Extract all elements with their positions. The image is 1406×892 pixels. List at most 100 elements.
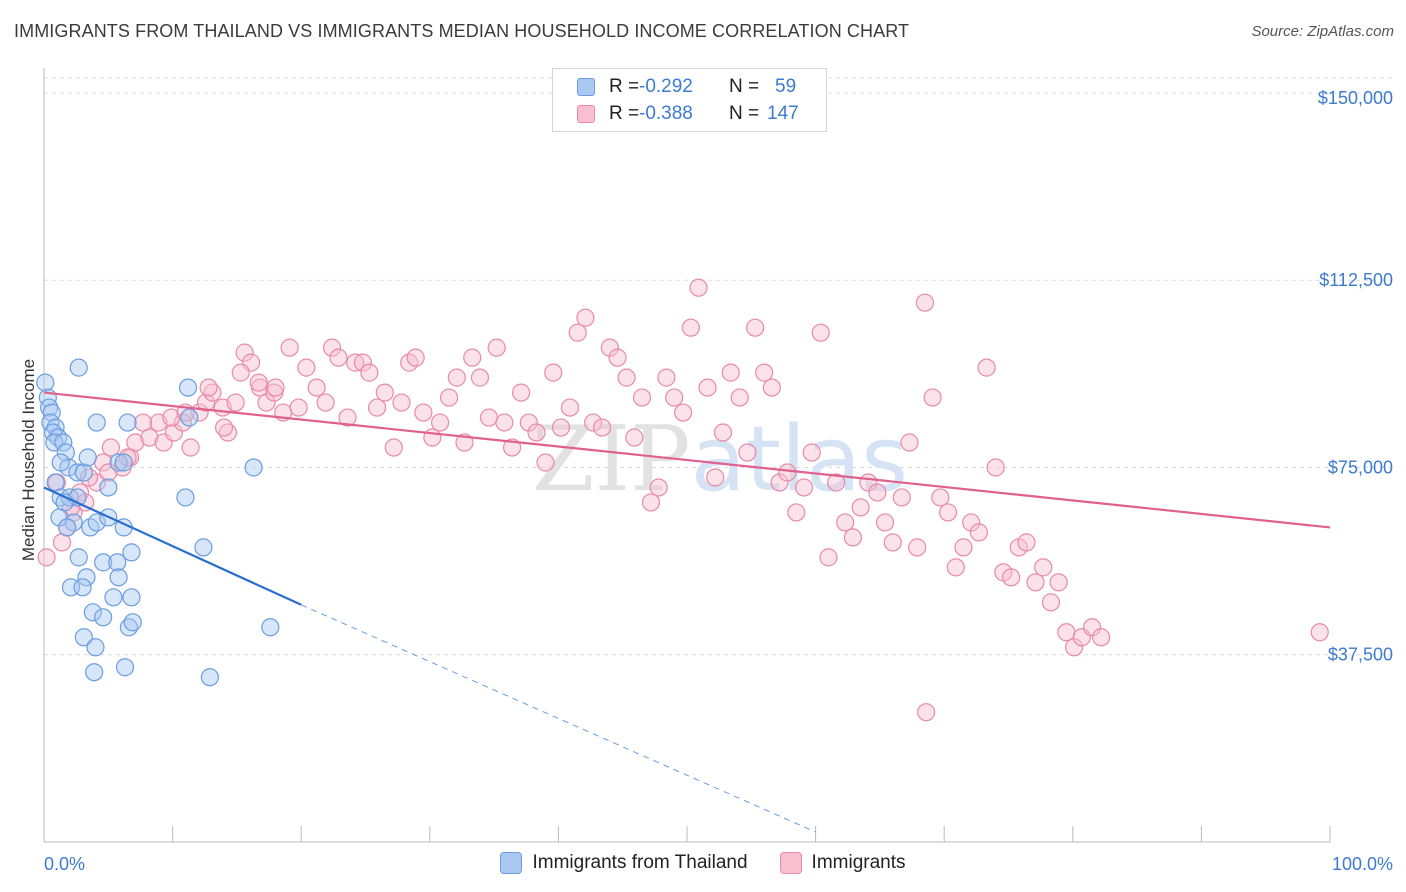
point-thailand xyxy=(68,463,87,482)
series-legend-thailand[interactable]: Immigrants from Thailand xyxy=(500,852,748,874)
point-immigrants xyxy=(316,393,335,412)
point-immigrants xyxy=(1091,628,1111,647)
point-immigrants xyxy=(681,318,700,337)
point-immigrants xyxy=(375,383,394,402)
point-immigrants xyxy=(1041,593,1061,612)
legend-n-label: N = xyxy=(729,76,760,97)
point-thailand xyxy=(94,553,113,572)
point-immigrants xyxy=(455,433,474,452)
point-immigrants xyxy=(689,278,708,297)
point-thailand xyxy=(122,588,141,607)
point-immigrants xyxy=(632,388,652,407)
point-thailand xyxy=(180,408,199,427)
point-thailand xyxy=(108,553,127,572)
point-immigrants xyxy=(721,363,740,382)
point-immigrants xyxy=(384,438,403,457)
point-thailand xyxy=(99,478,118,497)
point-immigrants xyxy=(126,433,145,452)
point-immigrants xyxy=(231,363,250,382)
point-immigrants xyxy=(584,413,603,432)
point-immigrants xyxy=(367,398,387,417)
y-tick-label-top: $150,000 xyxy=(1318,88,1393,108)
legend-n-value: 59 xyxy=(775,76,797,97)
point-immigrants xyxy=(162,408,181,427)
legend-swatch-thailand xyxy=(577,78,595,96)
point-immigrants xyxy=(297,358,316,377)
point-immigrants xyxy=(338,408,357,427)
point-immigrants xyxy=(593,418,612,437)
point-immigrants xyxy=(430,413,450,432)
series-swatch-immigrants xyxy=(779,852,802,874)
point-immigrants xyxy=(527,423,546,442)
point-immigrants xyxy=(406,348,425,367)
point-immigrants xyxy=(64,503,83,522)
point-immigrants xyxy=(738,443,757,462)
point-immigrants xyxy=(576,308,595,327)
point-thailand xyxy=(85,663,104,682)
point-immigrants xyxy=(266,378,285,397)
point-immigrants xyxy=(568,323,587,342)
point-immigrants xyxy=(908,538,927,557)
point-thailand xyxy=(78,448,97,467)
point-immigrants xyxy=(249,373,268,392)
source-label: Source: ZipAtlas.com xyxy=(1251,23,1394,40)
point-immigrants xyxy=(755,363,774,382)
point-immigrants xyxy=(770,473,789,492)
point-thailand xyxy=(87,413,106,432)
point-immigrants xyxy=(346,353,365,372)
point-thailand xyxy=(200,668,219,687)
legend-swatch-immigrants xyxy=(577,105,595,123)
point-immigrants xyxy=(892,488,911,507)
point-thailand xyxy=(94,608,113,627)
point-thailand xyxy=(123,613,142,632)
legend-row-thailand: R = -0.292 N = 59 xyxy=(577,75,796,99)
point-thailand xyxy=(86,638,105,657)
point-immigrants xyxy=(536,453,555,472)
point-immigrants xyxy=(608,348,627,367)
point-immigrants xyxy=(1026,573,1045,592)
stats-legend: R = -0.292 N = 59 R = -0.388 N = 147 xyxy=(552,68,827,132)
point-immigrants xyxy=(196,393,216,412)
legend-r-value: -0.388 xyxy=(639,103,693,124)
point-thailand xyxy=(109,568,128,587)
point-thailand xyxy=(261,618,280,637)
point-immigrants xyxy=(946,558,965,577)
point-immigrants xyxy=(439,388,459,407)
point-immigrants xyxy=(1064,638,1084,657)
series-legend-immigrants[interactable]: Immigrants xyxy=(779,852,906,874)
point-immigrants xyxy=(811,323,830,342)
point-immigrants xyxy=(962,513,981,532)
point-thailand xyxy=(56,443,75,462)
point-immigrants xyxy=(280,338,299,357)
point-immigrants xyxy=(1017,533,1036,552)
point-thailand xyxy=(50,508,69,527)
point-immigrants xyxy=(986,458,1005,477)
point-immigrants xyxy=(900,433,919,452)
point-immigrants xyxy=(307,378,326,397)
legend-n-label: N = xyxy=(729,103,760,124)
point-immigrants xyxy=(512,383,531,402)
point-immigrants xyxy=(917,703,936,722)
trendline-thailand-extension xyxy=(300,604,816,833)
point-thailand xyxy=(51,453,70,472)
point-immigrants xyxy=(447,368,466,387)
point-thailand xyxy=(74,628,93,647)
point-immigrants xyxy=(360,363,379,382)
point-immigrants xyxy=(883,533,902,552)
series-label-thailand: Immigrants from Thailand xyxy=(532,852,748,873)
point-immigrants xyxy=(551,418,571,437)
legend-row-immigrants: R = -0.388 N = 147 xyxy=(577,102,799,126)
point-immigrants xyxy=(1034,558,1053,577)
point-immigrants xyxy=(495,413,514,432)
legend-n-value: 147 xyxy=(767,103,799,124)
point-thailand xyxy=(69,548,88,567)
point-immigrants xyxy=(470,368,490,387)
point-immigrants xyxy=(778,463,797,482)
point-immigrants xyxy=(226,393,245,412)
point-thailand xyxy=(104,588,123,607)
point-immigrants xyxy=(713,423,733,442)
point-thailand xyxy=(77,568,96,587)
point-thailand xyxy=(58,518,77,537)
point-immigrants xyxy=(730,388,749,407)
